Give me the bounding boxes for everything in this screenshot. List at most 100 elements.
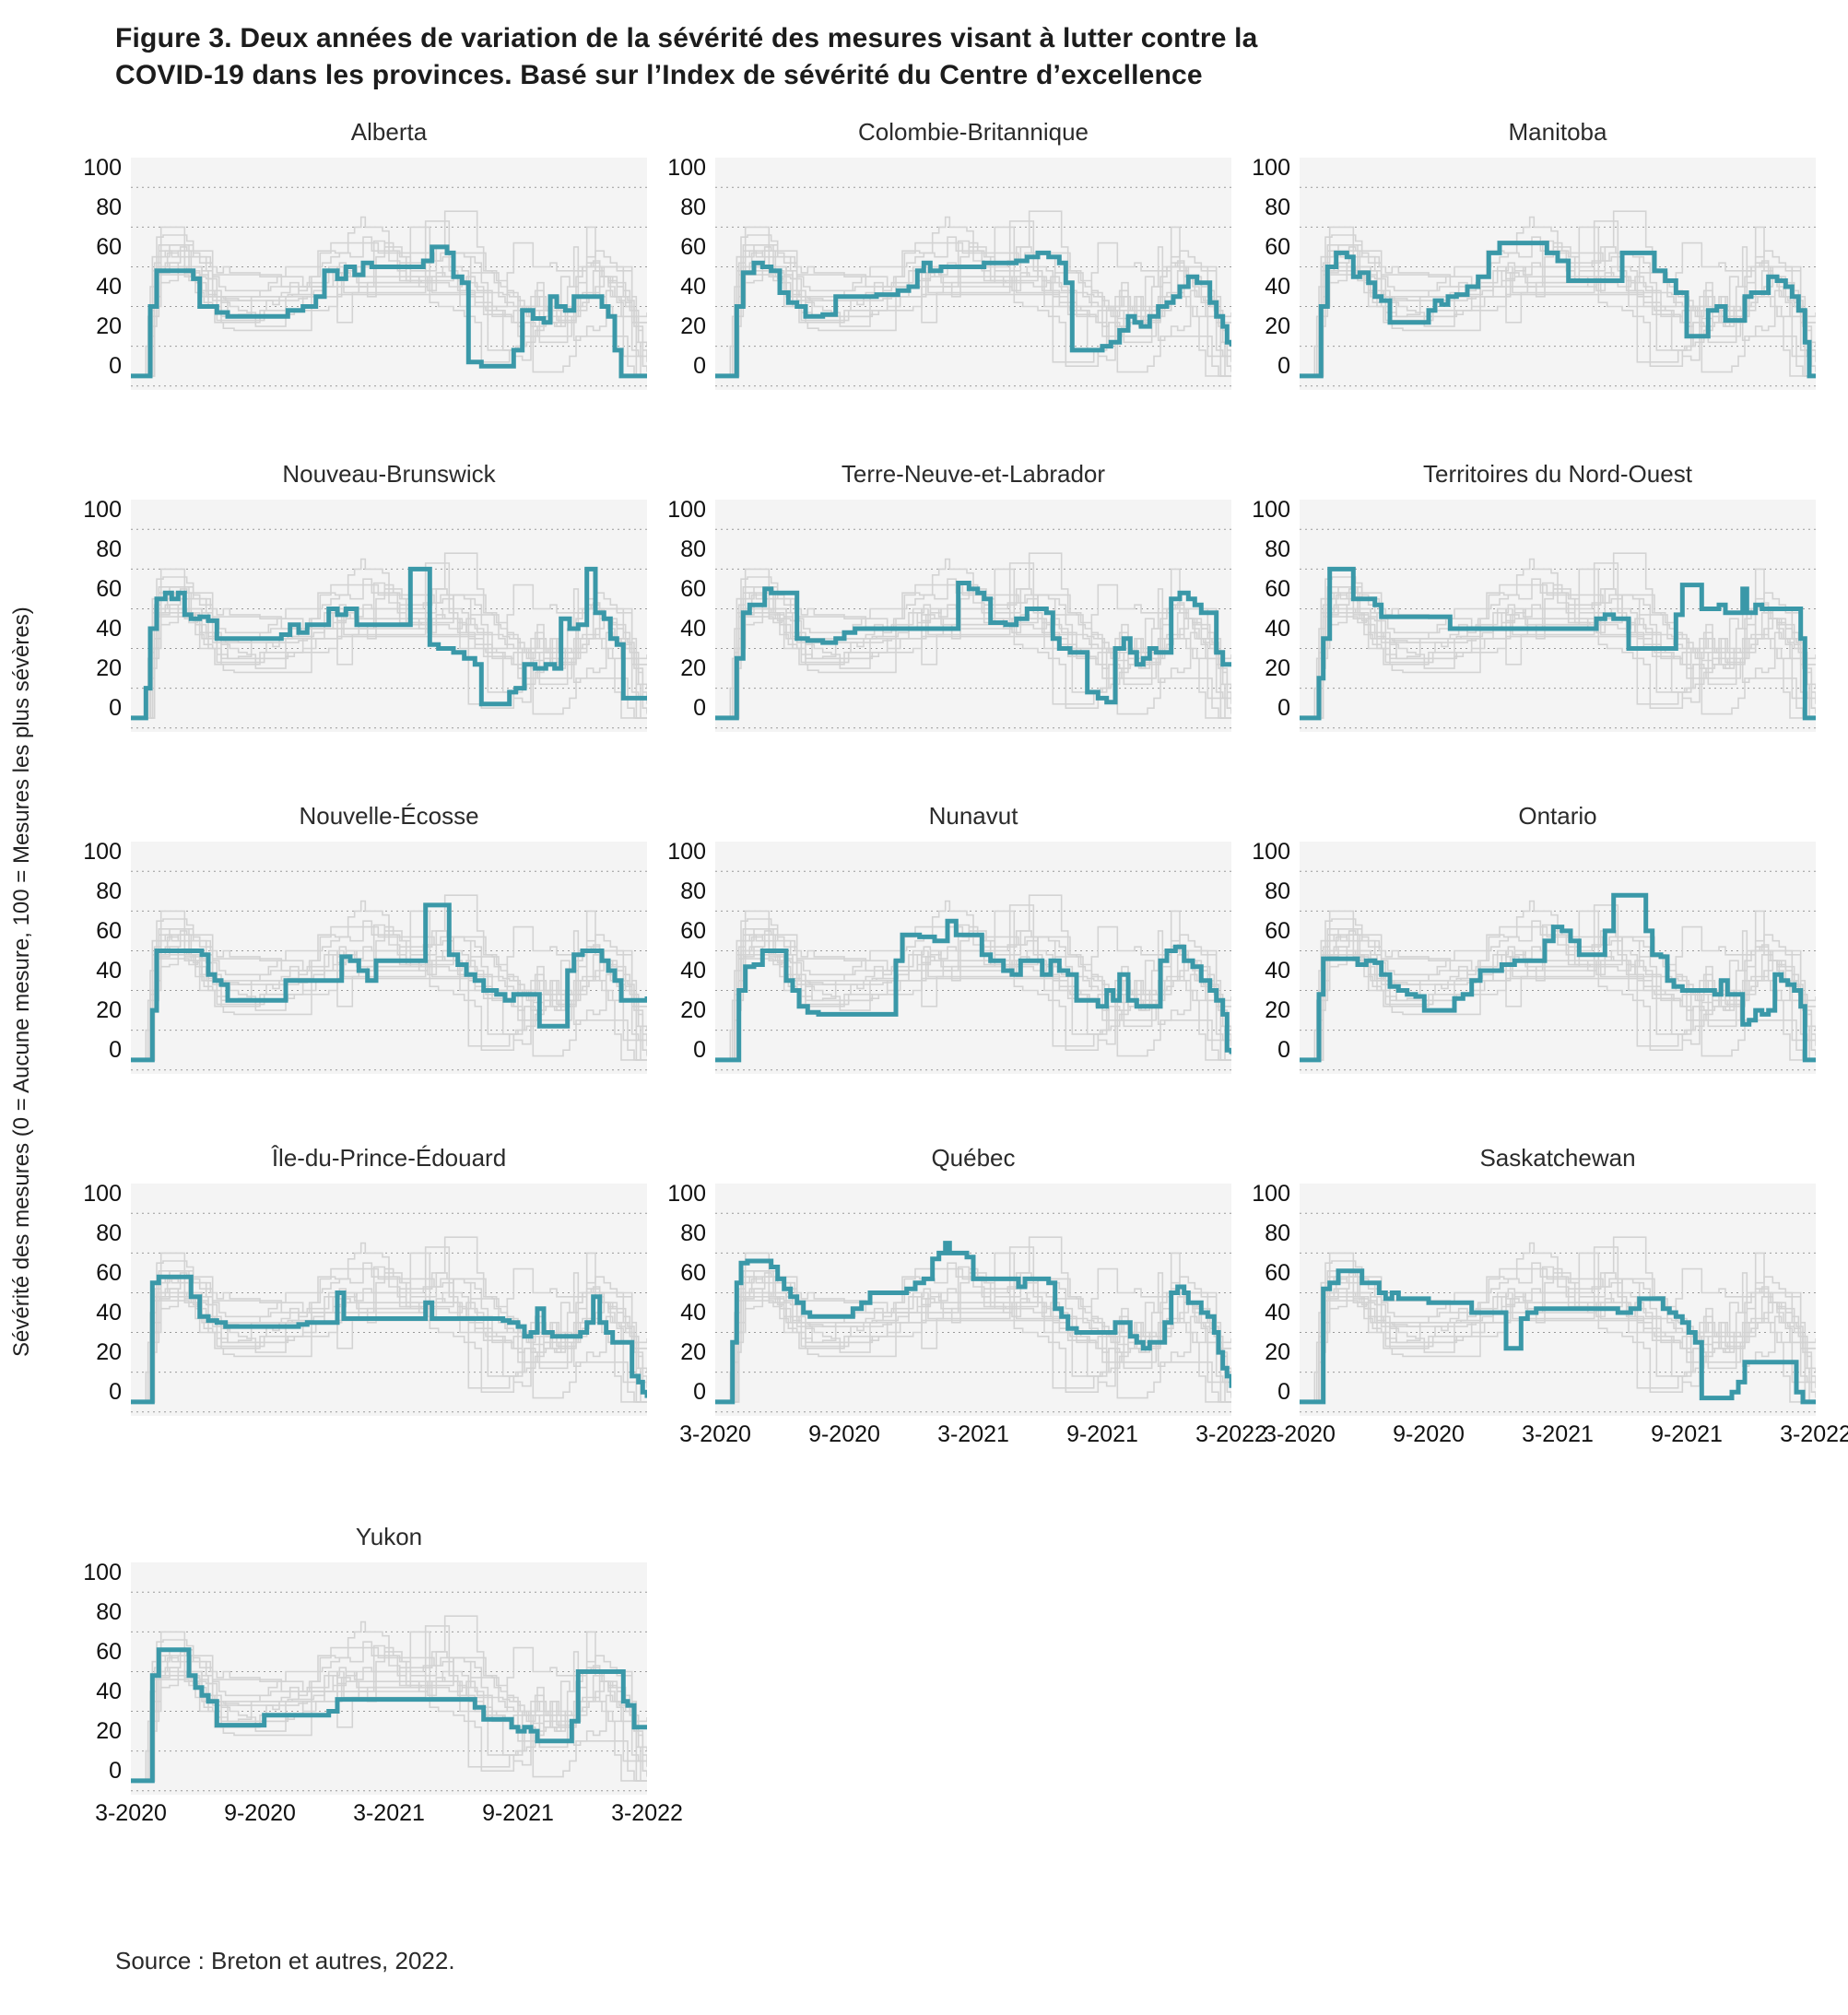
y-tick-label: 40 bbox=[1265, 274, 1290, 300]
y-tick-label: 100 bbox=[1252, 154, 1290, 181]
chart-mb bbox=[1300, 158, 1816, 390]
y-tick-label: 80 bbox=[680, 1220, 706, 1246]
panel-body-ns: 0 20 40 60 80 100 bbox=[72, 838, 654, 1074]
x-tick-label: 9-2021 bbox=[482, 1800, 554, 1826]
y-tick-label: 0 bbox=[1277, 353, 1290, 380]
series-gray-sk bbox=[131, 1270, 647, 1403]
series-gray-tno bbox=[1300, 910, 1816, 1061]
x-axis-ticks-sk: 3-2020 9-2020 3-2021 9-2021 3-2022 bbox=[1264, 1421, 1848, 1453]
y-tick-label: 40 bbox=[96, 1679, 122, 1704]
series-highlight-qc bbox=[715, 1241, 1231, 1405]
y-tick-label: 20 bbox=[680, 313, 706, 340]
chart-ab bbox=[131, 158, 647, 390]
series-gray-tno bbox=[131, 568, 647, 719]
panel-body-mb: 0 20 40 60 80 100 bbox=[1241, 154, 1823, 390]
panel-bc: Colombie-Britannique 0 20 40 60 80 100 bbox=[656, 118, 1239, 390]
series-gray-on bbox=[715, 1236, 1231, 1403]
x-tick-label: 9-2020 bbox=[224, 1800, 296, 1826]
plot-background bbox=[715, 1184, 1231, 1416]
y-tick-label: 20 bbox=[96, 313, 122, 340]
y-tick-label: 60 bbox=[680, 575, 706, 602]
y-tick-label: 40 bbox=[680, 274, 706, 300]
y-axis-ticks-ab: 0 20 40 60 80 100 bbox=[72, 154, 131, 390]
y-tick-label: 100 bbox=[1252, 1180, 1290, 1207]
y-tick-label: 80 bbox=[96, 878, 122, 904]
series-gray-qc bbox=[131, 900, 647, 1061]
chart-bc bbox=[715, 158, 1231, 390]
y-tick-label: 40 bbox=[96, 274, 122, 300]
plot-background bbox=[1300, 158, 1816, 390]
series-gray-tno bbox=[715, 568, 1231, 719]
series-gray-tno bbox=[131, 226, 647, 377]
series-gray-on bbox=[715, 894, 1231, 1061]
series-highlight-bc bbox=[715, 250, 1231, 379]
series-gray-tno bbox=[1300, 1252, 1816, 1403]
y-tick-label: 20 bbox=[96, 1718, 122, 1745]
series-gray-qc bbox=[1300, 1242, 1816, 1403]
y-tick-label: 0 bbox=[109, 1037, 122, 1064]
panel-body-ab: 0 20 40 60 80 100 bbox=[72, 154, 654, 390]
series-gray-qc bbox=[1300, 900, 1816, 1061]
y-tick-label: 100 bbox=[83, 838, 122, 865]
panel-title-ns: Nouvelle-Écosse bbox=[299, 802, 479, 830]
y-tick-label: 0 bbox=[109, 1379, 122, 1406]
x-axis-ticks-yk: 3-2020 9-2020 3-2021 9-2021 3-2022 bbox=[95, 1800, 683, 1832]
series-gray-sk bbox=[131, 244, 647, 377]
y-tick-label: 20 bbox=[680, 655, 706, 682]
y-tick-label: 100 bbox=[667, 154, 706, 181]
source-text: Source : Breton et autres, 2022. bbox=[115, 1947, 455, 1974]
panel-body-nu: 0 20 40 60 80 100 bbox=[656, 838, 1239, 1074]
y-tick-label: 0 bbox=[109, 695, 122, 722]
series-gray-tno bbox=[131, 1631, 647, 1782]
series-gray-sk bbox=[715, 928, 1231, 1061]
panel-title-bc: Colombie-Britannique bbox=[857, 118, 1089, 146]
chart-on bbox=[1300, 842, 1816, 1074]
y-tick-label: 100 bbox=[83, 154, 122, 181]
series-gray-qc bbox=[1300, 558, 1816, 719]
y-tick-label: 0 bbox=[109, 353, 122, 380]
panel-title-pei: Île-du-Prince-Édouard bbox=[271, 1144, 507, 1172]
y-axis-ticks-yk: 0 20 40 60 80 100 bbox=[72, 1561, 131, 1795]
y-axis-ticks-ns: 0 20 40 60 80 100 bbox=[72, 838, 131, 1074]
figure-title: Figure 3. Deux années de variation de la… bbox=[115, 20, 1682, 94]
chart-nb bbox=[131, 500, 647, 732]
series-gray-nu bbox=[1300, 920, 1816, 1061]
series-gray-on bbox=[1300, 210, 1816, 377]
y-tick-label: 20 bbox=[680, 997, 706, 1024]
y-tick-label: 100 bbox=[667, 1180, 706, 1207]
y-tick-label: 0 bbox=[1277, 1037, 1290, 1064]
series-highlight-on bbox=[1300, 892, 1816, 1063]
series-gray-sk bbox=[1300, 244, 1816, 377]
series-gray-sk bbox=[131, 928, 647, 1061]
chart-pei bbox=[131, 1184, 647, 1416]
plot-background bbox=[715, 158, 1231, 390]
panel-yk: Yukon 0 20 40 60 80 100 3-2020 9-2020 3-2021 9-202… bbox=[72, 1523, 683, 1832]
panel-tnl: Terre-Neuve-et-Labrador 0 20 40 60 80 100 bbox=[656, 460, 1239, 732]
y-tick-label: 100 bbox=[83, 496, 122, 523]
y-tick-label: 80 bbox=[680, 878, 706, 904]
panel-qc: Québec 0 20 40 60 80 100 3-2020 9-2020 3-2021 9-20… bbox=[656, 1144, 1267, 1453]
y-tick-label: 0 bbox=[1277, 1379, 1290, 1406]
y-axis-ticks-tno: 0 20 40 60 80 100 bbox=[1241, 498, 1300, 732]
series-gray-qc bbox=[131, 1242, 647, 1403]
y-tick-label: 0 bbox=[693, 1379, 706, 1406]
y-axis-ticks-on: 0 20 40 60 80 100 bbox=[1241, 840, 1300, 1074]
figure-title-line2: COVID-19 dans les provinces. Basé sur l’… bbox=[115, 60, 1203, 90]
x-tick-label: 3-2022 bbox=[1195, 1421, 1267, 1447]
y-tick-label: 60 bbox=[680, 917, 706, 944]
y-tick-label: 100 bbox=[667, 838, 706, 865]
series-gray-yk bbox=[1300, 586, 1816, 719]
series-gray-on bbox=[131, 1615, 647, 1782]
chart-yk bbox=[131, 1562, 647, 1795]
y-axis-ticks-pei: 0 20 40 60 80 100 bbox=[72, 1182, 131, 1416]
series-gray-nu bbox=[131, 1262, 647, 1403]
x-tick-label: 9-2020 bbox=[1393, 1421, 1465, 1447]
y-tick-label: 80 bbox=[680, 536, 706, 562]
x-tick-label: 3-2022 bbox=[611, 1800, 683, 1826]
series-gray-yk bbox=[1300, 928, 1816, 1061]
y-tick-label: 40 bbox=[680, 1300, 706, 1326]
x-tick-label: 3-2020 bbox=[679, 1421, 751, 1447]
y-tick-label: 20 bbox=[96, 655, 122, 682]
y-tick-label: 0 bbox=[693, 695, 706, 722]
x-tick-label: 9-2021 bbox=[1066, 1421, 1138, 1447]
